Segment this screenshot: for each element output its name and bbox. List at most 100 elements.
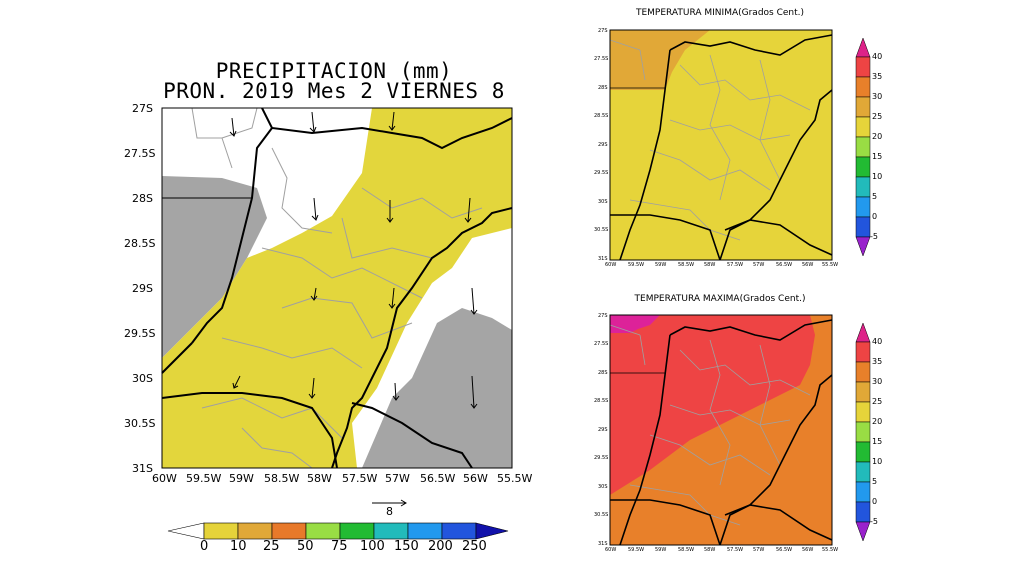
tmin-lon-59w: 59W xyxy=(655,262,667,268)
precip-ref-vector-label: 8 xyxy=(386,505,393,518)
tmax-map xyxy=(609,314,833,546)
tmin-lat-27-5s: 27.5S xyxy=(594,56,609,62)
precip-lon-59w: 59W xyxy=(229,472,254,485)
tmax-lon-57-5w: 57.5W xyxy=(727,547,744,553)
tmax-lat-30s: 30S xyxy=(598,484,608,490)
tmax-colorbar xyxy=(855,322,871,542)
tmin-cb-40: 40 xyxy=(872,52,883,61)
tmax-lon-60w: 60W xyxy=(605,547,617,553)
precip-ref-vector xyxy=(372,499,407,507)
tmax-title: TEMPERATURA MAXIMA(Grados Cent.) xyxy=(634,294,806,304)
precip-title-line1: PRECIPITACION (mm) xyxy=(215,59,453,83)
tmax-lon-58-5w: 58.5W xyxy=(678,547,695,553)
tmin-lat-29-5s: 29.5S xyxy=(594,170,609,176)
tmin-lat-29s: 29S xyxy=(598,142,608,148)
tmax-cb-35: 35 xyxy=(872,357,883,366)
tmin-lon-56w: 56W xyxy=(802,262,814,268)
tmax-lon-59-5w: 59.5W xyxy=(628,547,645,553)
tmin-lat-28-5s: 28.5S xyxy=(594,113,609,119)
precip-lat-27s: 27S xyxy=(132,102,153,115)
tmin-lat-28s: 28S xyxy=(598,85,608,91)
precip-lon-57w: 57W xyxy=(385,472,410,485)
precip-cb-label-75: 75 xyxy=(331,539,348,554)
precip-lon-55-5w: 55.5W xyxy=(497,472,533,485)
tmax-cb-5: 5 xyxy=(872,477,878,486)
tmin-cb-25: 25 xyxy=(872,112,883,121)
tmin-cb-20: 20 xyxy=(872,132,883,141)
precip-colorbar xyxy=(167,522,509,540)
tmax-lat-30-5s: 30.5S xyxy=(594,512,609,518)
precip-cb-label-25: 25 xyxy=(263,539,280,554)
tmax-lat-27s: 27S xyxy=(598,313,608,319)
tmax-cb-0: 0 xyxy=(872,497,878,506)
precip-cb-label-150: 150 xyxy=(394,539,419,554)
tmax-lon-56-5w: 56.5W xyxy=(776,547,793,553)
tmax-lat-29s: 29S xyxy=(598,427,608,433)
precip-map xyxy=(161,107,513,469)
tmin-title: TEMPERATURA MINIMA(Grados Cent.) xyxy=(635,8,805,18)
precip-lon-59-5w: 59.5W xyxy=(186,472,222,485)
tmin-lon-55-5w: 55.5W xyxy=(822,262,839,268)
tmax-cb-40: 40 xyxy=(872,337,883,346)
precip-lon-58-5w: 58.5W xyxy=(264,472,300,485)
tmin-cb-10: 10 xyxy=(872,172,883,181)
tmax-cb-25: 25 xyxy=(872,397,883,406)
tmax-lon-57w: 57W xyxy=(753,547,765,553)
tmin-lon-58w: 58W xyxy=(704,262,716,268)
precip-lat-28-5s: 28.5S xyxy=(124,237,156,250)
tmin-lon-57w: 57W xyxy=(753,262,765,268)
tmax-extreme-region xyxy=(610,315,660,333)
tmin-lat-30-5s: 30.5S xyxy=(594,227,609,233)
tmin-lon-59-5w: 59.5W xyxy=(628,262,645,268)
tmin-warm-region xyxy=(610,30,710,90)
precip-lat-30-5s: 30.5S xyxy=(124,417,156,430)
tmax-lon-55-5w: 55.5W xyxy=(822,547,839,553)
tmin-lat-27s: 27S xyxy=(598,28,608,34)
tmax-lon-59w: 59W xyxy=(655,547,667,553)
precip-lat-30s: 30S xyxy=(132,372,153,385)
tmax-cb-minus5: -5 xyxy=(870,517,878,526)
precip-lon-56-5w: 56.5W xyxy=(420,472,456,485)
precip-gray-southeast xyxy=(362,308,512,468)
precip-rain-light xyxy=(162,108,512,468)
tmin-cb-0: 0 xyxy=(872,212,878,221)
precip-cb-label-50: 50 xyxy=(297,539,314,554)
tmin-lon-58-5w: 58.5W xyxy=(678,262,695,268)
precip-lat-29-5s: 29.5S xyxy=(124,327,156,340)
precip-lat-28s: 28S xyxy=(132,192,153,205)
tmax-lat-28s: 28S xyxy=(598,370,608,376)
tmin-map xyxy=(609,29,833,261)
precip-cb-label-200: 200 xyxy=(428,539,453,554)
precip-lat-29s: 29S xyxy=(132,282,153,295)
tmax-lat-28-5s: 28.5S xyxy=(594,398,609,404)
precip-cb-label-250: 250 xyxy=(462,539,487,554)
tmax-lat-27-5s: 27.5S xyxy=(594,341,609,347)
tmax-cb-15: 15 xyxy=(872,437,883,446)
tmax-lon-58w: 58W xyxy=(704,547,716,553)
precip-cb-label-0: 0 xyxy=(200,539,209,554)
precip-lat-27-5s: 27.5S xyxy=(124,147,156,160)
tmin-cb-15: 15 xyxy=(872,152,883,161)
tmin-cb-minus5: -5 xyxy=(870,232,878,241)
precip-lat-31s: 31S xyxy=(132,462,153,475)
tmin-colorbar xyxy=(855,37,871,257)
precip-gray-west xyxy=(162,176,267,358)
tmax-lat-31s: 31S xyxy=(598,541,608,547)
tmax-cb-10: 10 xyxy=(872,457,883,466)
precip-cb-label-10: 10 xyxy=(230,539,247,554)
tmin-cb-5: 5 xyxy=(872,192,878,201)
tmin-lat-31s: 31S xyxy=(598,256,608,262)
precip-lon-58w: 58W xyxy=(307,472,332,485)
tmin-cb-30: 30 xyxy=(872,92,883,101)
precip-lon-57-5w: 57.5W xyxy=(342,472,378,485)
tmin-lat-30s: 30S xyxy=(598,199,608,205)
tmax-lon-56w: 56W xyxy=(802,547,814,553)
tmin-lon-60w: 60W xyxy=(605,262,617,268)
tmax-cb-20: 20 xyxy=(872,417,883,426)
tmin-lon-56-5w: 56.5W xyxy=(776,262,793,268)
tmin-lon-57-5w: 57.5W xyxy=(727,262,744,268)
tmax-cb-30: 30 xyxy=(872,377,883,386)
precip-title-line2: PRON. 2019 Mes 2 VIERNES 8 xyxy=(163,79,505,103)
tmin-cb-35: 35 xyxy=(872,72,883,81)
precip-cb-label-100: 100 xyxy=(360,539,385,554)
